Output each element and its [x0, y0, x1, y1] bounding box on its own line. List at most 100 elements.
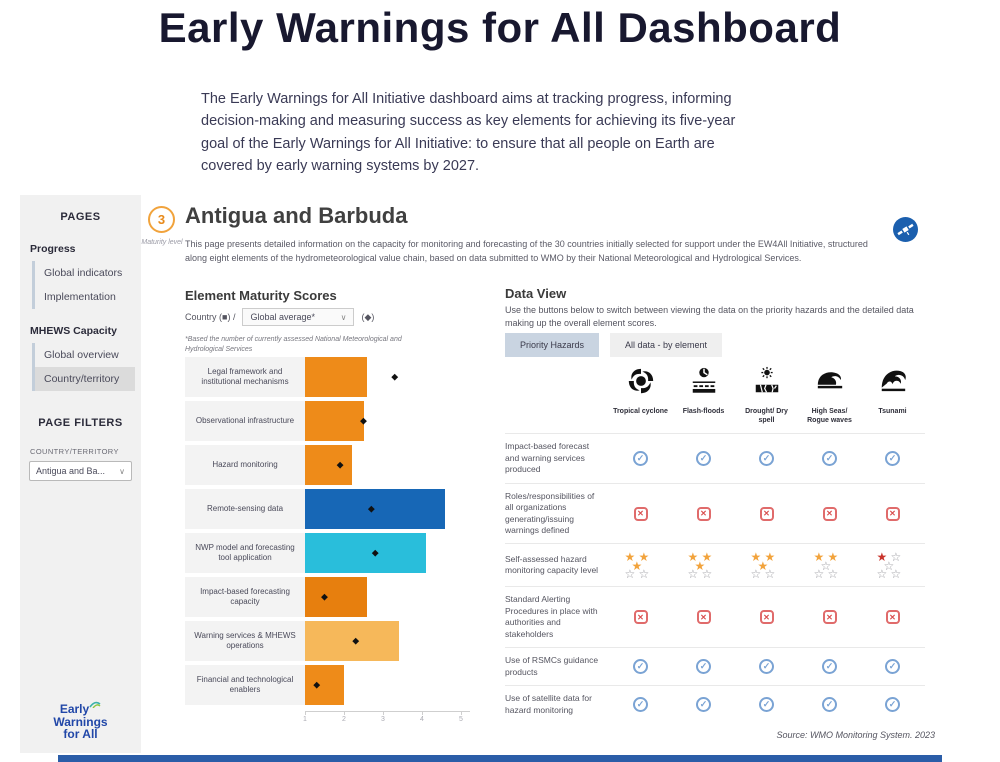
country-score-bar[interactable]: [305, 357, 368, 397]
star-empty-icon: ☆: [687, 567, 699, 582]
chart-plot: ◆: [305, 533, 487, 573]
sidebar-group-items: Global indicators Implementation: [32, 261, 135, 309]
country-filter-value: Antigua and Ba...: [36, 466, 106, 476]
data-view-title: Data View: [505, 286, 567, 301]
country-score-bar[interactable]: [305, 577, 368, 617]
star-empty-icon: ☆: [890, 550, 902, 565]
country-description: This page presents detailed information …: [185, 239, 868, 263]
star-rating: ★ ☆ ☆ ☆ ☆: [875, 550, 911, 582]
table-cell: ★ ☆ ☆ ☆ ☆: [861, 550, 924, 582]
check-icon: ✓: [885, 450, 900, 466]
chart-x-axis: 1 2 3 4 5: [303, 711, 470, 723]
cross-icon: ✕: [633, 506, 648, 521]
high-seas-icon: [815, 362, 845, 401]
global-average-marker: ◆: [391, 371, 399, 382]
sidebar-item-global-overview[interactable]: Global overview: [44, 349, 119, 361]
table-cell: ✕: [861, 506, 924, 521]
logo-line: for All: [63, 727, 98, 742]
chart-category-label: Hazard monitoring: [185, 445, 305, 485]
check-icon: ✓: [696, 659, 711, 675]
sidebar-group-label: Progress: [30, 243, 76, 255]
country-legend-label: Country (■) /: [185, 312, 236, 322]
table-cell: ★ ★ ☆ ☆ ☆: [798, 551, 861, 582]
satellite-icon: [893, 217, 918, 242]
sidebar-item-country-territory[interactable]: Country/territory: [35, 367, 135, 391]
cyclone-icon: [626, 362, 656, 401]
country-score-bar[interactable]: [305, 445, 352, 485]
axis-tick-label: 1: [303, 716, 307, 723]
axis-tick-label: 5: [459, 716, 463, 723]
table-cell: ✓: [672, 450, 735, 466]
country-score-bar[interactable]: [305, 665, 344, 705]
table-cell: ✕: [798, 506, 861, 521]
table-cell: ✕: [798, 610, 861, 625]
data-view-button-all-data-by-element[interactable]: All data - by element: [610, 333, 723, 357]
hazard-label: Tsunami: [878, 408, 907, 415]
comparison-dropdown[interactable]: Global average* ∨: [242, 308, 355, 326]
global-average-marker: ◆: [371, 547, 379, 558]
hazard-label: High Seas/ Rogue waves: [807, 408, 852, 425]
sidebar-filters-header: PAGE FILTERS: [38, 417, 123, 429]
check-icon: ✓: [759, 450, 774, 466]
global-average-marker: ◆: [360, 415, 367, 426]
flash-flood-icon: [689, 362, 719, 401]
chart-row: Impact-based forecasting capacity ◆: [185, 577, 490, 617]
global-average-marker: ◆: [352, 635, 360, 646]
data-view-button-priority-hazards[interactable]: Priority Hazards: [505, 333, 600, 357]
country-score-bar[interactable]: [305, 533, 426, 573]
star-empty-icon: ☆: [827, 567, 839, 582]
chart-category-label: Observational infrastructure: [185, 401, 305, 441]
country-filter-dropdown[interactable]: Antigua and Ba... ∨: [29, 461, 132, 481]
chart-row: Warning services & MHEWS operations ◆: [185, 621, 490, 661]
check-icon: ✓: [885, 659, 900, 675]
cross-icon: ✕: [633, 610, 648, 625]
table-cell: ✕: [672, 610, 735, 625]
star-empty-icon: ☆: [764, 567, 776, 582]
global-average-marker: ◆: [313, 679, 321, 690]
table-cell: ✓: [798, 450, 861, 466]
star-filled-icon: ★: [687, 550, 699, 565]
sidebar-item-global-indicators[interactable]: Global indicators: [44, 267, 123, 279]
sidebar-pages-header: PAGES: [60, 211, 101, 223]
star-filled-icon: ★: [876, 550, 888, 565]
country-score-bar[interactable]: [305, 401, 364, 441]
table-cell: ✕: [735, 506, 798, 521]
cross-icon: ✕: [696, 506, 711, 521]
star-empty-icon: ☆: [750, 567, 762, 582]
chart-row: Financial and technological enablers ◆: [185, 665, 490, 705]
table-cell: ✕: [861, 610, 924, 625]
country-score-bar[interactable]: [305, 621, 399, 661]
hazard-label: Flash-floods: [682, 408, 725, 415]
cross-icon: ✕: [822, 610, 837, 625]
star-filled-icon: ★: [694, 559, 706, 574]
chart-category-label: Legal framework and institutional mechan…: [185, 357, 305, 397]
check-icon: ✓: [885, 697, 900, 713]
check-icon: ✓: [822, 450, 837, 466]
country-score-bar[interactable]: [305, 489, 446, 529]
star-rating: ★ ★ ★ ☆ ☆: [749, 551, 785, 582]
star-empty-icon: ☆: [876, 567, 888, 582]
table-row: Impact-based forecast and warning servic…: [505, 433, 925, 482]
logo-line: Early: [59, 702, 90, 717]
star-empty-icon: ☆: [624, 567, 636, 582]
axis-tick-label: 3: [381, 716, 385, 723]
chart-category-label: Remote-sensing data: [185, 489, 305, 529]
maturity-chart: Legal framework and institutional mechan…: [185, 357, 490, 709]
star-filled-icon: ★: [638, 550, 650, 565]
data-view-description: Use the buttons below to switch between …: [505, 305, 914, 328]
hazard-label: Tropical cyclone: [613, 408, 668, 415]
tsunami-icon: [878, 362, 908, 401]
star-empty-icon: ☆: [883, 559, 895, 574]
table-row-label: Impact-based forecast and warning servic…: [505, 441, 590, 475]
chart-footnote: *Based the number of currently assessed …: [185, 336, 402, 353]
chart-plot: ◆: [305, 621, 487, 661]
sidebar-item-implementation[interactable]: Implementation: [44, 291, 116, 303]
table-cell: ✓: [861, 697, 924, 713]
cross-icon: ✕: [885, 506, 900, 521]
chart-row: Remote-sensing data ◆: [185, 489, 490, 529]
table-row-label: Use of satellite data for hazard monitor…: [505, 693, 592, 715]
hazards-header-row: Tropical cyclone Flash-floods Drought/ Dry…: [505, 362, 925, 433]
star-filled-icon: ★: [624, 550, 636, 565]
chart-plot: ◆: [305, 401, 487, 441]
sidebar: PAGES Progress Global indicators Implement…: [20, 195, 141, 753]
